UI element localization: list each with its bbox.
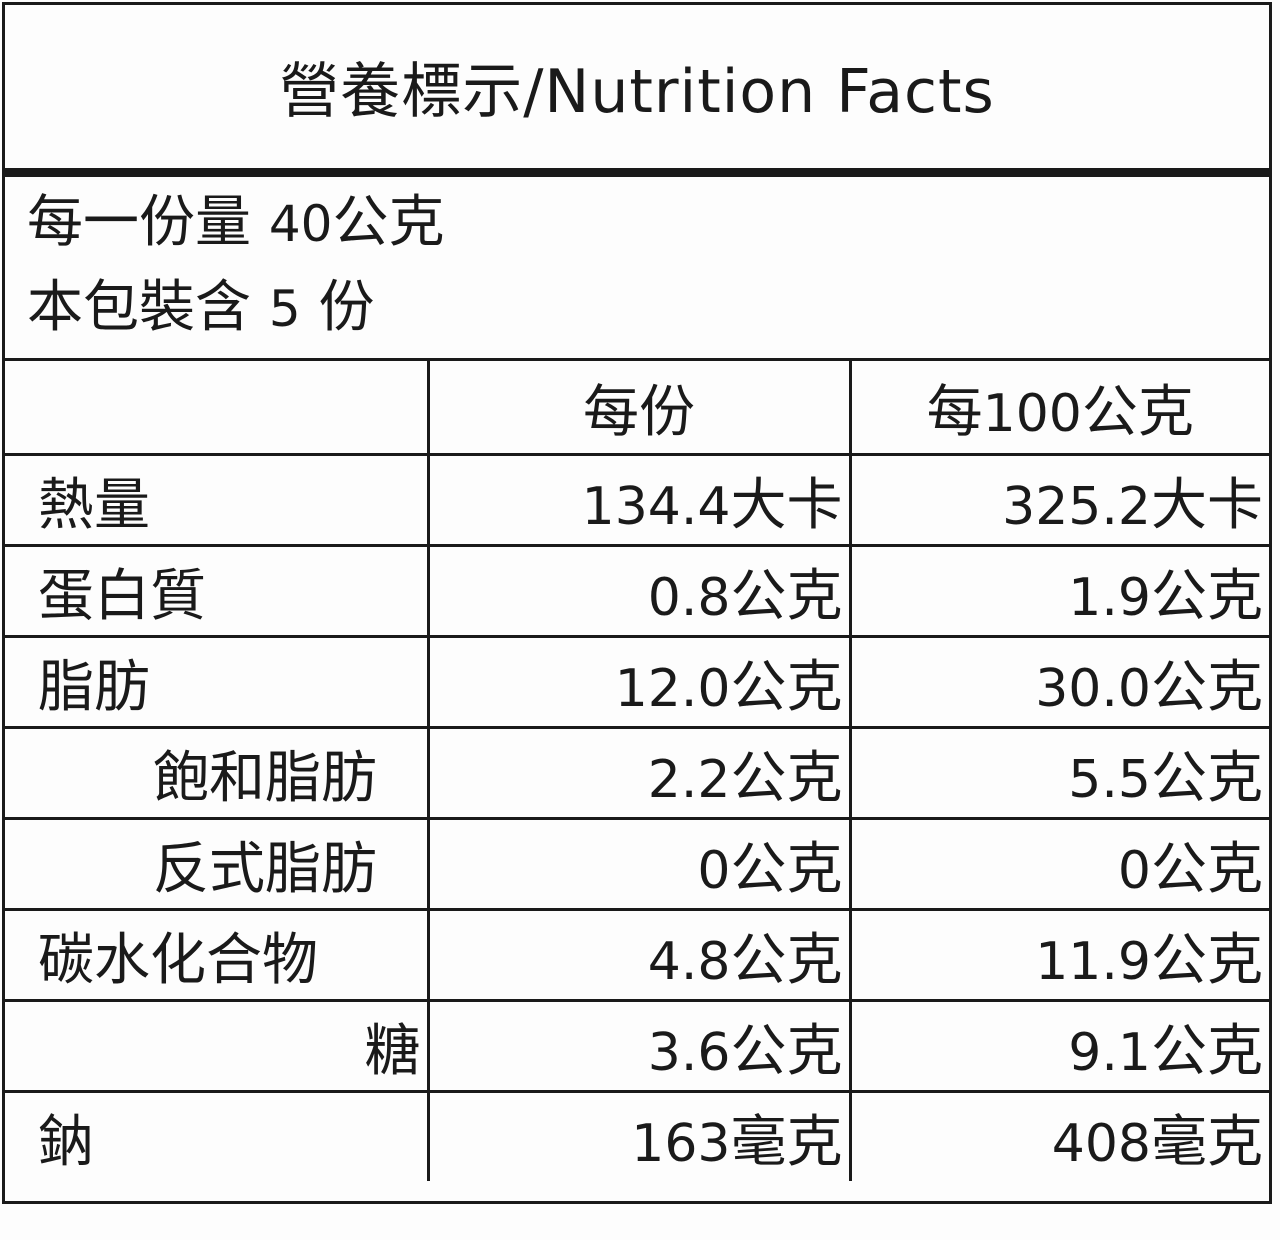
per-100g-unit: 大卡 (1151, 472, 1263, 538)
per-serving-value: 163毫克 (426, 1090, 852, 1181)
per-100g-number: 9.1 (1068, 1022, 1151, 1083)
per-serving-value: 4.8公克 (426, 908, 852, 1002)
per-serving-number: 12.0 (614, 658, 731, 719)
header-per-100g-number: 100 (982, 383, 1082, 444)
per-100g-number: 1.9 (1068, 567, 1151, 628)
header-per-100g-prefix: 每 (926, 379, 983, 445)
per-100g-unit: 公克 (1151, 1018, 1263, 1084)
per-serving-unit: 毫克 (730, 1109, 843, 1175)
per-serving-value: 12.0公克 (426, 635, 852, 729)
per-serving-number: 0.8 (647, 567, 731, 628)
per-serving-number: 3.6 (647, 1022, 731, 1083)
per-100g-value: 0公克 (848, 817, 1269, 911)
serving-info: 每一份量 40公克 本包裝含 5 份 (27, 181, 444, 351)
per-serving-unit: 公克 (730, 836, 843, 902)
serving-size-label: 每一份量 (27, 190, 251, 255)
table-row-fat: 脂肪 12.0公克 30.0公克 (5, 635, 1269, 729)
per-100g-number: 325.2 (1002, 476, 1151, 537)
nutrition-table: 每份 每100公克 熱量 134.4大卡 325.2大卡 蛋白質 0.8公克 1… (5, 358, 1269, 1181)
per-100g-number: 11.9 (1035, 931, 1151, 992)
table-row-carbohydrate: 碳水化合物 4.8公克 11.9公克 (5, 908, 1269, 1002)
per-100g-value: 5.5公克 (848, 726, 1269, 820)
per-serving-unit: 大卡 (730, 472, 843, 538)
servings-per-package-line: 本包裝含 5 份 (27, 266, 444, 351)
nutrient-name: 糖 (5, 999, 430, 1093)
per-serving-unit: 公克 (730, 927, 843, 993)
title-divider (5, 168, 1269, 177)
per-100g-value: 325.2大卡 (848, 453, 1269, 547)
per-serving-number: 0 (697, 840, 731, 901)
per-serving-value: 3.6公克 (426, 999, 852, 1093)
nutrient-name: 脂肪 (5, 635, 430, 729)
per-serving-value: 2.2公克 (426, 726, 852, 820)
table-row-protein: 蛋白質 0.8公克 1.9公克 (5, 544, 1269, 638)
nutrient-name: 反式脂肪 (5, 817, 430, 911)
label-title: 營養標示/Nutrition Facts (279, 57, 995, 127)
per-100g-number: 408 (1051, 1113, 1151, 1174)
per-100g-value: 408毫克 (848, 1090, 1269, 1181)
serving-size-line: 每一份量 40公克 (27, 181, 444, 266)
per-100g-number: 5.5 (1068, 749, 1151, 810)
per-serving-value: 0公克 (426, 817, 852, 911)
per-serving-unit: 公克 (730, 745, 843, 811)
per-serving-number: 4.8 (647, 931, 731, 992)
nutrient-name: 飽和脂肪 (5, 726, 430, 820)
per-100g-unit: 公克 (1151, 745, 1263, 811)
per-100g-number: 30.0 (1035, 658, 1151, 719)
per-serving-number: 163 (631, 1113, 731, 1174)
per-100g-unit: 公克 (1151, 654, 1263, 720)
servings-label: 本包裝含 (27, 275, 251, 340)
nutrient-name: 熱量 (5, 453, 430, 547)
nutrient-name: 蛋白質 (5, 544, 430, 638)
table-row-sodium: 鈉 163毫克 408毫克 (5, 1090, 1269, 1181)
per-serving-unit: 公克 (730, 1018, 843, 1084)
table-row-sugar: 糖 3.6公克 9.1公克 (5, 999, 1269, 1093)
per-serving-value: 134.4大卡 (426, 453, 852, 547)
per-serving-number: 2.2 (647, 749, 731, 810)
table-row-calories: 熱量 134.4大卡 325.2大卡 (5, 453, 1269, 547)
per-100g-unit: 毫克 (1151, 1109, 1263, 1175)
per-serving-unit: 公克 (730, 563, 843, 629)
servings-value: 5 (268, 280, 301, 338)
per-100g-value: 1.9公克 (848, 544, 1269, 638)
per-100g-unit: 公克 (1151, 927, 1263, 993)
table-row-saturated-fat: 飽和脂肪 2.2公克 5.5公克 (5, 726, 1269, 820)
table-header-row: 每份 每100公克 (5, 358, 1269, 456)
header-empty-cell (5, 358, 430, 456)
per-serving-number: 134.4 (581, 476, 731, 537)
table-row-trans-fat: 反式脂肪 0公克 0公克 (5, 817, 1269, 911)
per-100g-value: 30.0公克 (848, 635, 1269, 729)
nutrient-name: 鈉 (5, 1090, 430, 1181)
servings-unit: 份 (318, 275, 375, 340)
per-100g-value: 11.9公克 (848, 908, 1269, 1002)
header-per-100g-unit: 公克 (1081, 379, 1194, 445)
per-100g-unit: 公克 (1151, 836, 1263, 902)
per-100g-value: 9.1公克 (848, 999, 1269, 1093)
serving-size-unit: 公克 (332, 190, 445, 255)
per-serving-value: 0.8公克 (426, 544, 852, 638)
nutrition-label: 營養標示/Nutrition Facts 每一份量 40公克 本包裝含 5 份 … (2, 2, 1272, 1204)
serving-size-value: 40 (268, 195, 333, 253)
per-100g-unit: 公克 (1151, 563, 1263, 629)
header-per-serving: 每份 (426, 358, 852, 456)
per-100g-number: 0 (1117, 840, 1151, 901)
per-serving-unit: 公克 (730, 654, 843, 720)
nutrient-name: 碳水化合物 (5, 908, 430, 1002)
header-per-100g: 每100公克 (848, 358, 1269, 456)
